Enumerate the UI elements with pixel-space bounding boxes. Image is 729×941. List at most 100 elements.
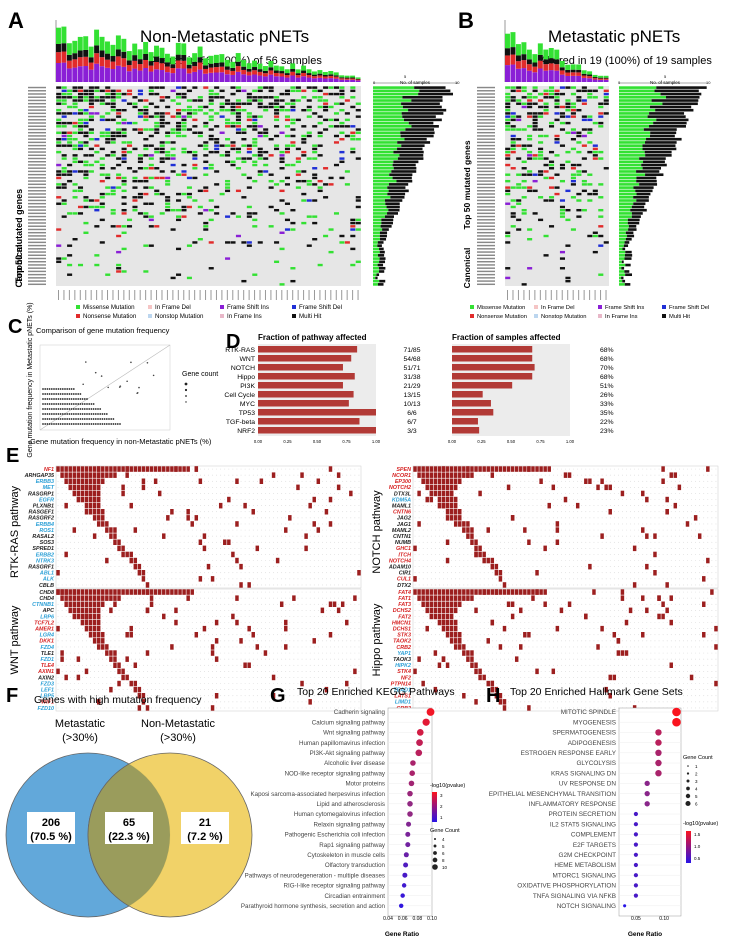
mutated-cell <box>304 533 308 539</box>
empty-cell <box>187 554 189 555</box>
empty-cell <box>139 511 140 513</box>
mutation-cell <box>143 176 149 180</box>
empty-cell <box>581 511 583 513</box>
empty-cell <box>618 474 619 476</box>
empty-cell <box>126 523 128 525</box>
mutation-cell <box>116 121 122 125</box>
mutation-cell <box>67 163 73 167</box>
empty-cell <box>183 535 185 537</box>
mutation-cell <box>235 147 241 151</box>
sample-id <box>58 290 59 300</box>
count-bar-missense <box>619 257 625 260</box>
mutation-cell <box>94 208 100 212</box>
mutation-cell <box>246 147 252 151</box>
gene-label <box>28 109 46 111</box>
gene-label <box>28 280 46 282</box>
mutation-cell <box>312 86 318 89</box>
empty-cell <box>658 487 660 488</box>
empty-cell <box>561 474 562 476</box>
empty-cell <box>122 517 124 519</box>
mutation-cell <box>290 86 296 89</box>
empty-cell <box>220 487 222 488</box>
mutated-cell <box>105 466 109 472</box>
gene-label <box>477 199 495 202</box>
empty-cell <box>220 468 222 470</box>
mutation-cell <box>333 92 340 96</box>
mutation-cell <box>598 112 604 115</box>
gene-point <box>83 403 86 405</box>
empty-cell <box>573 468 574 470</box>
empty-cell <box>354 535 356 537</box>
empty-cell <box>622 535 623 537</box>
mutation-cell <box>246 150 252 154</box>
empty-cell <box>139 529 140 531</box>
empty-cell <box>711 493 713 494</box>
mutation-cell <box>121 121 127 125</box>
mutated-cell <box>68 478 72 484</box>
mutation-cell <box>208 115 214 118</box>
empty-cell <box>289 499 291 500</box>
empty-cell <box>285 487 287 488</box>
mutation-cell <box>143 192 149 196</box>
empty-cell <box>309 523 311 525</box>
mutation-cell <box>67 173 73 176</box>
empty-cell <box>548 529 550 531</box>
mutation-cell <box>565 189 571 193</box>
empty-cell <box>265 529 266 531</box>
mutated-cell <box>166 515 170 521</box>
panel-c-xlabel: Gene mutation frequency in non-Metastati… <box>30 437 212 446</box>
empty-cell <box>354 474 356 476</box>
top-bar-segment <box>132 60 138 69</box>
mutation-cell <box>148 154 154 157</box>
mutation-cell <box>295 89 301 93</box>
empty-cell <box>212 493 213 494</box>
empty-cell <box>520 517 522 519</box>
mutation-cell <box>290 102 296 105</box>
sample-id <box>145 290 147 300</box>
mutation-cell <box>532 118 538 122</box>
empty-cell <box>626 523 627 525</box>
count-bar-multi <box>388 183 409 186</box>
empty-cell <box>216 566 217 568</box>
gene-label <box>477 235 495 237</box>
empty-cell <box>208 584 209 586</box>
empty-cell <box>167 541 169 543</box>
empty-cell <box>573 523 574 525</box>
empty-cell <box>338 572 339 574</box>
mutation-cell <box>61 183 67 186</box>
empty-cell <box>703 480 705 482</box>
mutation-cell <box>170 147 176 151</box>
mutated-cell <box>218 502 223 509</box>
empty-cell <box>342 499 344 500</box>
mutation-cell <box>257 131 263 134</box>
empty-cell <box>240 535 242 537</box>
gene-point <box>83 423 86 425</box>
empty-cell <box>273 584 274 586</box>
empty-cell <box>281 499 283 500</box>
empty-cell <box>613 535 615 537</box>
count-bar-multi <box>643 160 665 164</box>
mutation-cell <box>77 205 84 209</box>
x-tick: 0.25 <box>477 439 486 444</box>
mutation-cell <box>510 199 516 202</box>
empty-cell <box>536 480 538 482</box>
empty-cell <box>297 548 299 549</box>
sample-id <box>341 290 343 300</box>
empty-cell <box>638 529 640 531</box>
empty-cell <box>613 505 615 506</box>
empty-cell <box>350 578 352 580</box>
empty-cell <box>496 523 497 525</box>
mutation-cell <box>565 102 571 105</box>
sample-id <box>134 290 136 300</box>
top-bar-segment <box>241 66 247 70</box>
empty-cell <box>581 480 583 482</box>
mutated-cell <box>316 478 321 484</box>
empty-cell <box>528 529 530 531</box>
top-bar-segment <box>213 67 219 73</box>
sample-id <box>303 290 305 300</box>
top-bar-segment <box>559 67 565 71</box>
empty-cell <box>265 554 266 555</box>
gene-point <box>50 413 53 415</box>
empty-cell <box>634 505 635 506</box>
empty-cell <box>114 566 116 568</box>
